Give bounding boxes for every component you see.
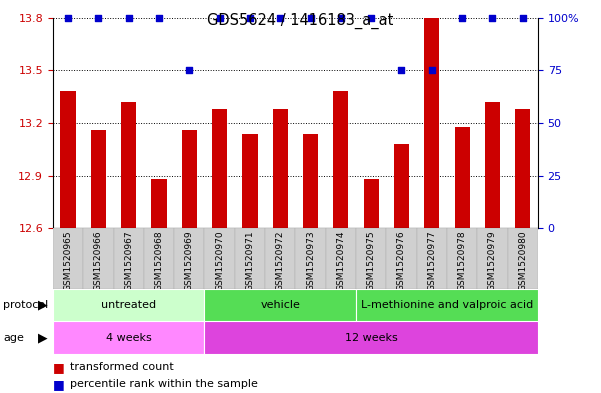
Text: L-methionine and valproic acid: L-methionine and valproic acid — [361, 300, 533, 310]
Text: GSM1520968: GSM1520968 — [154, 230, 163, 291]
Bar — [296, 228, 326, 289]
Point — [336, 15, 346, 21]
Point — [487, 15, 497, 21]
Bar — [386, 228, 416, 289]
Bar — [53, 228, 83, 289]
Bar — [83, 228, 114, 289]
Bar — [242, 134, 257, 228]
Bar — [204, 228, 235, 289]
Bar — [356, 289, 538, 321]
Text: GSM1520970: GSM1520970 — [215, 230, 224, 291]
Bar — [235, 228, 265, 289]
Text: ▶: ▶ — [38, 331, 48, 344]
Text: GSM1520971: GSM1520971 — [245, 230, 254, 291]
Bar — [212, 109, 227, 228]
Point — [518, 15, 528, 21]
Point — [245, 15, 255, 21]
Bar — [477, 228, 508, 289]
Bar — [515, 109, 530, 228]
Bar — [326, 228, 356, 289]
Point — [397, 67, 406, 73]
Bar — [485, 102, 500, 228]
Text: GSM1520977: GSM1520977 — [427, 230, 436, 291]
Text: age: age — [3, 332, 24, 343]
Text: GSM1520978: GSM1520978 — [457, 230, 466, 291]
Point — [63, 15, 73, 21]
Text: GSM1520979: GSM1520979 — [488, 230, 497, 291]
Bar — [447, 228, 477, 289]
Text: GSM1520976: GSM1520976 — [397, 230, 406, 291]
Text: GSM1520965: GSM1520965 — [64, 230, 73, 291]
Text: protocol: protocol — [3, 300, 48, 310]
Text: GSM1520974: GSM1520974 — [337, 230, 346, 291]
Bar — [53, 321, 204, 354]
Bar — [356, 228, 386, 289]
Text: vehicle: vehicle — [260, 300, 300, 310]
Point — [275, 15, 285, 21]
Bar — [273, 109, 288, 228]
Text: ■: ■ — [53, 361, 65, 374]
Text: GSM1520975: GSM1520975 — [367, 230, 376, 291]
Text: untreated: untreated — [101, 300, 156, 310]
Text: percentile rank within the sample: percentile rank within the sample — [70, 379, 258, 389]
Bar — [121, 102, 136, 228]
Bar — [151, 179, 166, 228]
Point — [94, 15, 103, 21]
Bar — [454, 127, 470, 228]
Bar — [144, 228, 174, 289]
Bar — [394, 144, 409, 228]
Text: GSM1520967: GSM1520967 — [124, 230, 133, 291]
Text: 12 weeks: 12 weeks — [345, 332, 397, 343]
Text: GSM1520973: GSM1520973 — [306, 230, 315, 291]
Text: GSM1520980: GSM1520980 — [518, 230, 527, 291]
Point — [215, 15, 224, 21]
Bar — [61, 92, 76, 228]
Bar — [114, 228, 144, 289]
Bar — [265, 228, 295, 289]
Bar — [204, 289, 356, 321]
Bar — [303, 134, 318, 228]
Text: GDS5624 / 1416183_a_at: GDS5624 / 1416183_a_at — [207, 13, 394, 29]
Bar — [91, 130, 106, 228]
Bar — [416, 228, 447, 289]
Point — [154, 15, 164, 21]
Text: GSM1520969: GSM1520969 — [185, 230, 194, 291]
Point — [457, 15, 467, 21]
Bar — [424, 18, 439, 228]
Point — [124, 15, 133, 21]
Bar — [508, 228, 538, 289]
Text: GSM1520972: GSM1520972 — [276, 230, 285, 291]
Text: ▶: ▶ — [38, 299, 48, 312]
Bar — [334, 92, 349, 228]
Point — [427, 67, 436, 73]
Point — [306, 15, 316, 21]
Bar — [182, 130, 197, 228]
Bar — [364, 179, 379, 228]
Point — [185, 67, 194, 73]
Bar — [174, 228, 204, 289]
Text: ■: ■ — [53, 378, 65, 391]
Point — [367, 15, 376, 21]
Text: GSM1520966: GSM1520966 — [94, 230, 103, 291]
Bar — [53, 289, 204, 321]
Text: transformed count: transformed count — [70, 362, 174, 373]
Bar — [204, 321, 538, 354]
Text: 4 weeks: 4 weeks — [106, 332, 151, 343]
